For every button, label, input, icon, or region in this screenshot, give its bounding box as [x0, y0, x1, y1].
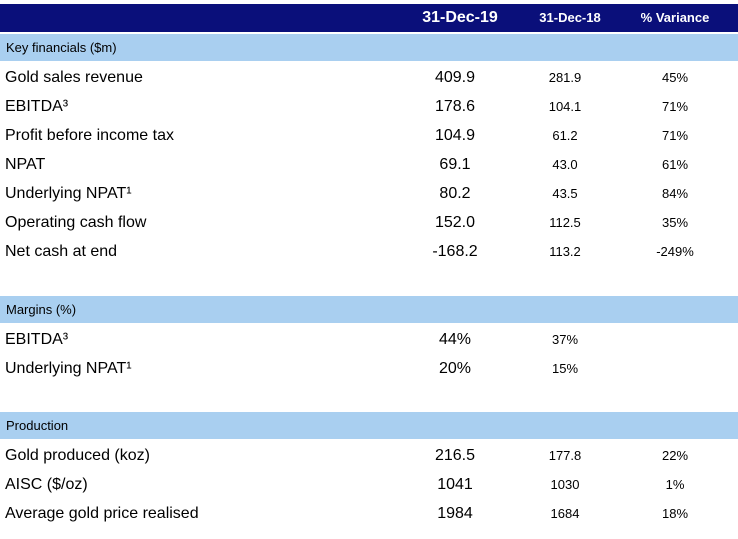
row-label: Profit before income tax: [5, 127, 174, 144]
table-row: Profit before income tax 104.9 61.2 71%: [0, 121, 738, 150]
section-header-margins: Margins (%): [0, 296, 738, 323]
value-2018: 37%: [551, 332, 579, 347]
section-title: Margins (%): [6, 302, 77, 317]
value-2018: 281.9: [548, 70, 582, 85]
value-variance: 45%: [661, 70, 689, 85]
row-label: Average gold price realised: [5, 505, 199, 522]
value-2019: 409.9: [434, 69, 476, 86]
table-header: 31-Dec-19 31-Dec-18 % Variance: [0, 4, 738, 32]
value-2019: 104.9: [434, 127, 476, 144]
table-row: Underlying NPAT¹ 20% 15%: [0, 354, 738, 383]
value-variance: 71%: [661, 128, 689, 143]
row-label: Underlying NPAT¹: [5, 185, 132, 202]
section-header-production: Production: [0, 412, 738, 439]
table-row: Operating cash flow 152.0 112.5 35%: [0, 208, 738, 237]
value-variance: 84%: [661, 186, 689, 201]
value-2018: 112.5: [549, 215, 581, 230]
row-label: Net cash at end: [5, 243, 118, 260]
table-row: EBITDA³ 44% 37%: [0, 325, 738, 354]
section-title: Production: [6, 418, 69, 433]
row-label: Underlying NPAT¹: [5, 360, 132, 377]
column-header-31-dec-19: 31-Dec-19: [422, 9, 498, 26]
row-label: EBITDA³: [5, 331, 69, 348]
table-row: Gold produced (koz) 216.5 177.8 22%: [0, 441, 738, 470]
value-variance: 18%: [661, 506, 689, 521]
value-2019: 69.1: [439, 156, 471, 173]
table-row: Underlying NPAT¹ 80.2 43.5 84%: [0, 179, 738, 208]
value-variance: 1%: [665, 477, 685, 492]
row-label: Operating cash flow: [5, 214, 147, 231]
value-variance: 22%: [661, 448, 689, 463]
value-2018: 1030: [550, 477, 580, 492]
row-label: Gold produced (koz): [5, 447, 150, 464]
value-2018: 177.8: [548, 448, 582, 463]
value-variance: -249%: [656, 244, 694, 259]
section-header-key-financials: Key financials ($m): [0, 34, 738, 61]
row-label: EBITDA³: [5, 98, 69, 115]
value-2019: -168.2: [432, 243, 478, 260]
table-row: AISC ($/oz) 1041 1030 1%: [0, 470, 738, 499]
value-2019: 80.2: [439, 185, 471, 202]
table-row: Gold sales revenue 409.9 281.9 45%: [0, 63, 738, 92]
row-label: Gold sales revenue: [5, 69, 143, 86]
table-row: EBITDA³ 178.6 104.1 71%: [0, 92, 738, 121]
value-variance: 71%: [661, 99, 689, 114]
value-2019: 1041: [437, 476, 473, 493]
value-2018: 113.2: [549, 244, 581, 259]
value-2018: 43.0: [552, 157, 578, 172]
section-title: Key financials ($m): [6, 40, 117, 55]
column-header-31-dec-18: 31-Dec-18: [539, 10, 601, 25]
table-row: NPAT 69.1 43.0 61%: [0, 150, 738, 179]
value-2018: 104.1: [548, 99, 582, 114]
value-2019: 20%: [438, 360, 472, 377]
value-variance: 35%: [661, 215, 689, 230]
column-header-variance: % Variance: [640, 10, 710, 25]
value-variance: 61%: [661, 157, 689, 172]
row-label: AISC ($/oz): [5, 476, 88, 493]
value-2019: 1984: [437, 505, 473, 522]
table-row: Average gold price realised 1984 1684 18…: [0, 499, 738, 528]
value-2019: 216.5: [434, 447, 476, 464]
table-row: Net cash at end -168.2 113.2 -249%: [0, 237, 738, 266]
value-2019: 178.6: [434, 98, 476, 115]
value-2018: 61.2: [552, 128, 578, 143]
value-2018: 15%: [551, 361, 579, 376]
value-variance: [615, 325, 735, 354]
value-2018: 43.5: [552, 186, 578, 201]
value-2019: 44%: [438, 331, 472, 348]
row-label: NPAT: [5, 156, 46, 173]
value-2019: 152.0: [434, 214, 476, 231]
value-variance: [615, 354, 735, 383]
value-2018: 1684: [550, 506, 580, 521]
